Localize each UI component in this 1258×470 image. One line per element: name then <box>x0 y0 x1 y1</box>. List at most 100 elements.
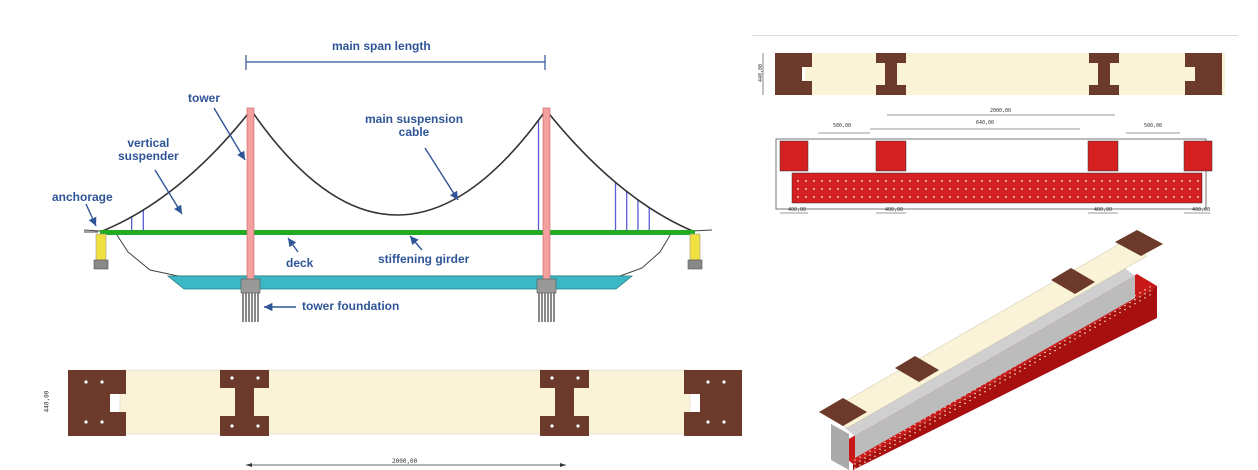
tower-foundation-right <box>536 278 557 322</box>
stiffening-girder-label: stiffening girder <box>378 252 470 266</box>
tower-foundation-label: tower foundation <box>302 299 400 313</box>
bolt-dot <box>933 196 935 198</box>
bolt-dot <box>1124 304 1126 307</box>
bolt-dot <box>1133 196 1135 198</box>
bolt-dot <box>1045 188 1047 190</box>
bolt-dot <box>1114 314 1116 317</box>
bolt-dot <box>969 399 971 402</box>
bolt-dot <box>1029 360 1031 363</box>
bolt-dot <box>1197 188 1199 190</box>
bolt-dot <box>924 418 926 420</box>
bolt-dot <box>837 188 839 190</box>
bolt-dot <box>939 413 941 415</box>
deck-label: deck <box>286 256 314 270</box>
bolt-dot <box>944 410 946 412</box>
bolt-dot <box>939 417 941 419</box>
bolt-dot <box>919 429 921 431</box>
bolt-dot <box>1029 196 1031 198</box>
bolt-dot <box>879 448 881 451</box>
bolt-dot <box>1039 354 1041 357</box>
bolt-dot <box>959 401 961 404</box>
bolt-dot <box>1084 328 1086 330</box>
bolt-dot <box>1037 180 1039 182</box>
bolt-dot <box>869 450 871 452</box>
bolt-dot <box>1037 196 1039 198</box>
bolt-dot <box>1133 188 1135 190</box>
bolt-dot <box>1129 305 1131 308</box>
main-span-label: main span length <box>332 39 431 53</box>
bolt-dot <box>877 196 879 198</box>
bolt-dot <box>1069 337 1071 339</box>
bolt-dot <box>984 391 986 393</box>
bolt-dot <box>1059 347 1061 349</box>
bolt-dot <box>904 433 906 436</box>
bolt-dot <box>1074 334 1076 336</box>
bolt-dot <box>893 196 895 198</box>
bolt-dot <box>1014 369 1016 371</box>
bolt-dot <box>925 196 927 198</box>
bolt-dot <box>949 403 951 405</box>
bolt-dot <box>821 180 823 182</box>
bolt-dot <box>1069 188 1071 190</box>
tower-left <box>246 107 255 283</box>
bolt-dot <box>884 441 886 444</box>
bolt-dot <box>893 180 895 182</box>
bolt-dot <box>1013 196 1015 198</box>
bolt-dot <box>1019 366 1021 368</box>
bolt-dot <box>1005 188 1007 190</box>
bolt-dot <box>829 180 831 182</box>
bolt-dot <box>981 180 983 182</box>
bolt-dot <box>1144 289 1146 291</box>
bolt-dot <box>1069 196 1071 198</box>
bolt-dot <box>1109 188 1111 190</box>
section-dim-top-2: 640,00 <box>976 120 995 126</box>
bolt-dot <box>974 392 976 395</box>
cable-leader <box>424 147 459 201</box>
bolt-dot <box>899 432 901 435</box>
bolt-dot <box>929 415 931 417</box>
bolt-dot <box>1165 188 1167 190</box>
bolt-dot <box>1109 196 1111 198</box>
bolt-dot <box>821 188 823 190</box>
bolt-dot <box>984 387 986 389</box>
bolt-dot <box>889 438 891 441</box>
bolt-dot <box>894 435 896 438</box>
bolt-dot <box>1165 180 1167 182</box>
bolt-dot <box>1014 373 1016 375</box>
bolt-dot <box>1053 180 1055 182</box>
bolt-dot <box>1061 188 1063 190</box>
bolt-dot <box>994 385 996 387</box>
bolt-dot <box>1125 180 1127 182</box>
vertical-suspenders <box>130 120 650 230</box>
bolt-dot <box>1189 188 1191 190</box>
bolt-dot <box>1157 188 1159 190</box>
bolt-dot <box>909 427 911 429</box>
bolt-dot <box>813 196 815 198</box>
bolt-dot <box>1079 331 1081 333</box>
bolt-dot <box>944 406 946 408</box>
bolt-dot <box>885 196 887 198</box>
section-dim-top-3: 500,00 <box>1144 123 1163 129</box>
bolt-dot <box>864 461 866 463</box>
bolt-dot <box>1197 196 1199 198</box>
bridge-drawing <box>83 55 713 322</box>
bolt-dot <box>1064 344 1066 346</box>
bolt-dot <box>1165 196 1167 198</box>
bolt-dot <box>893 188 895 190</box>
bolt-dot <box>1129 301 1131 304</box>
bolt-dot <box>1079 335 1081 337</box>
bolt-dot <box>845 188 847 190</box>
bolt-dot <box>885 180 887 182</box>
bolt-dot <box>874 447 876 449</box>
bolt-dot <box>1139 292 1141 294</box>
bolt-dot <box>914 428 916 430</box>
bolt-dot <box>964 398 966 401</box>
panel-divider <box>752 35 1238 36</box>
bolt-dot <box>854 467 856 469</box>
bolt-dot <box>1089 325 1091 327</box>
bolt-dot <box>899 436 901 439</box>
bolt-dot <box>813 188 815 190</box>
bolt-dot <box>941 196 943 198</box>
bolt-dot <box>1053 188 1055 190</box>
bolt-dot <box>941 188 943 190</box>
